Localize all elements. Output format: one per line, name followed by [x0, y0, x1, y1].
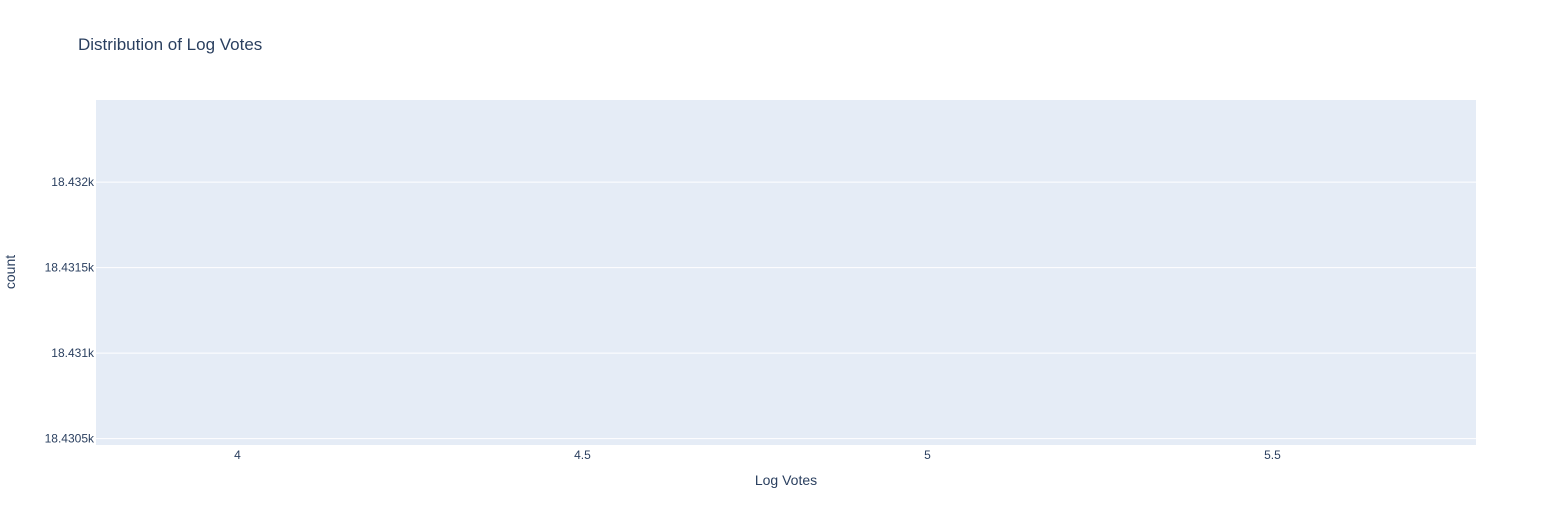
x-tick-label: 4	[234, 448, 241, 462]
x-axis-ticks: 4 4.5 5 5.5	[234, 448, 1281, 462]
y-gridlines	[96, 181, 1476, 440]
x-tick-label: 4.5	[574, 448, 591, 462]
x-axis-title: Log Votes	[755, 472, 817, 488]
x-tick-label: 5	[924, 448, 931, 462]
y-tick-label: 18.4305k	[45, 432, 95, 446]
y-tick-label: 18.431k	[51, 346, 95, 360]
chart-title: Distribution of Log Votes	[78, 35, 262, 54]
y-tick-label: 18.432k	[51, 175, 95, 189]
plot-area	[96, 100, 1476, 445]
y-axis-ticks: 18.4305k 18.431k 18.4315k 18.432k	[45, 175, 95, 446]
x-tick-label: 5.5	[1264, 448, 1281, 462]
y-tick-label: 18.4315k	[45, 261, 95, 275]
y-axis-title: count	[2, 255, 18, 289]
